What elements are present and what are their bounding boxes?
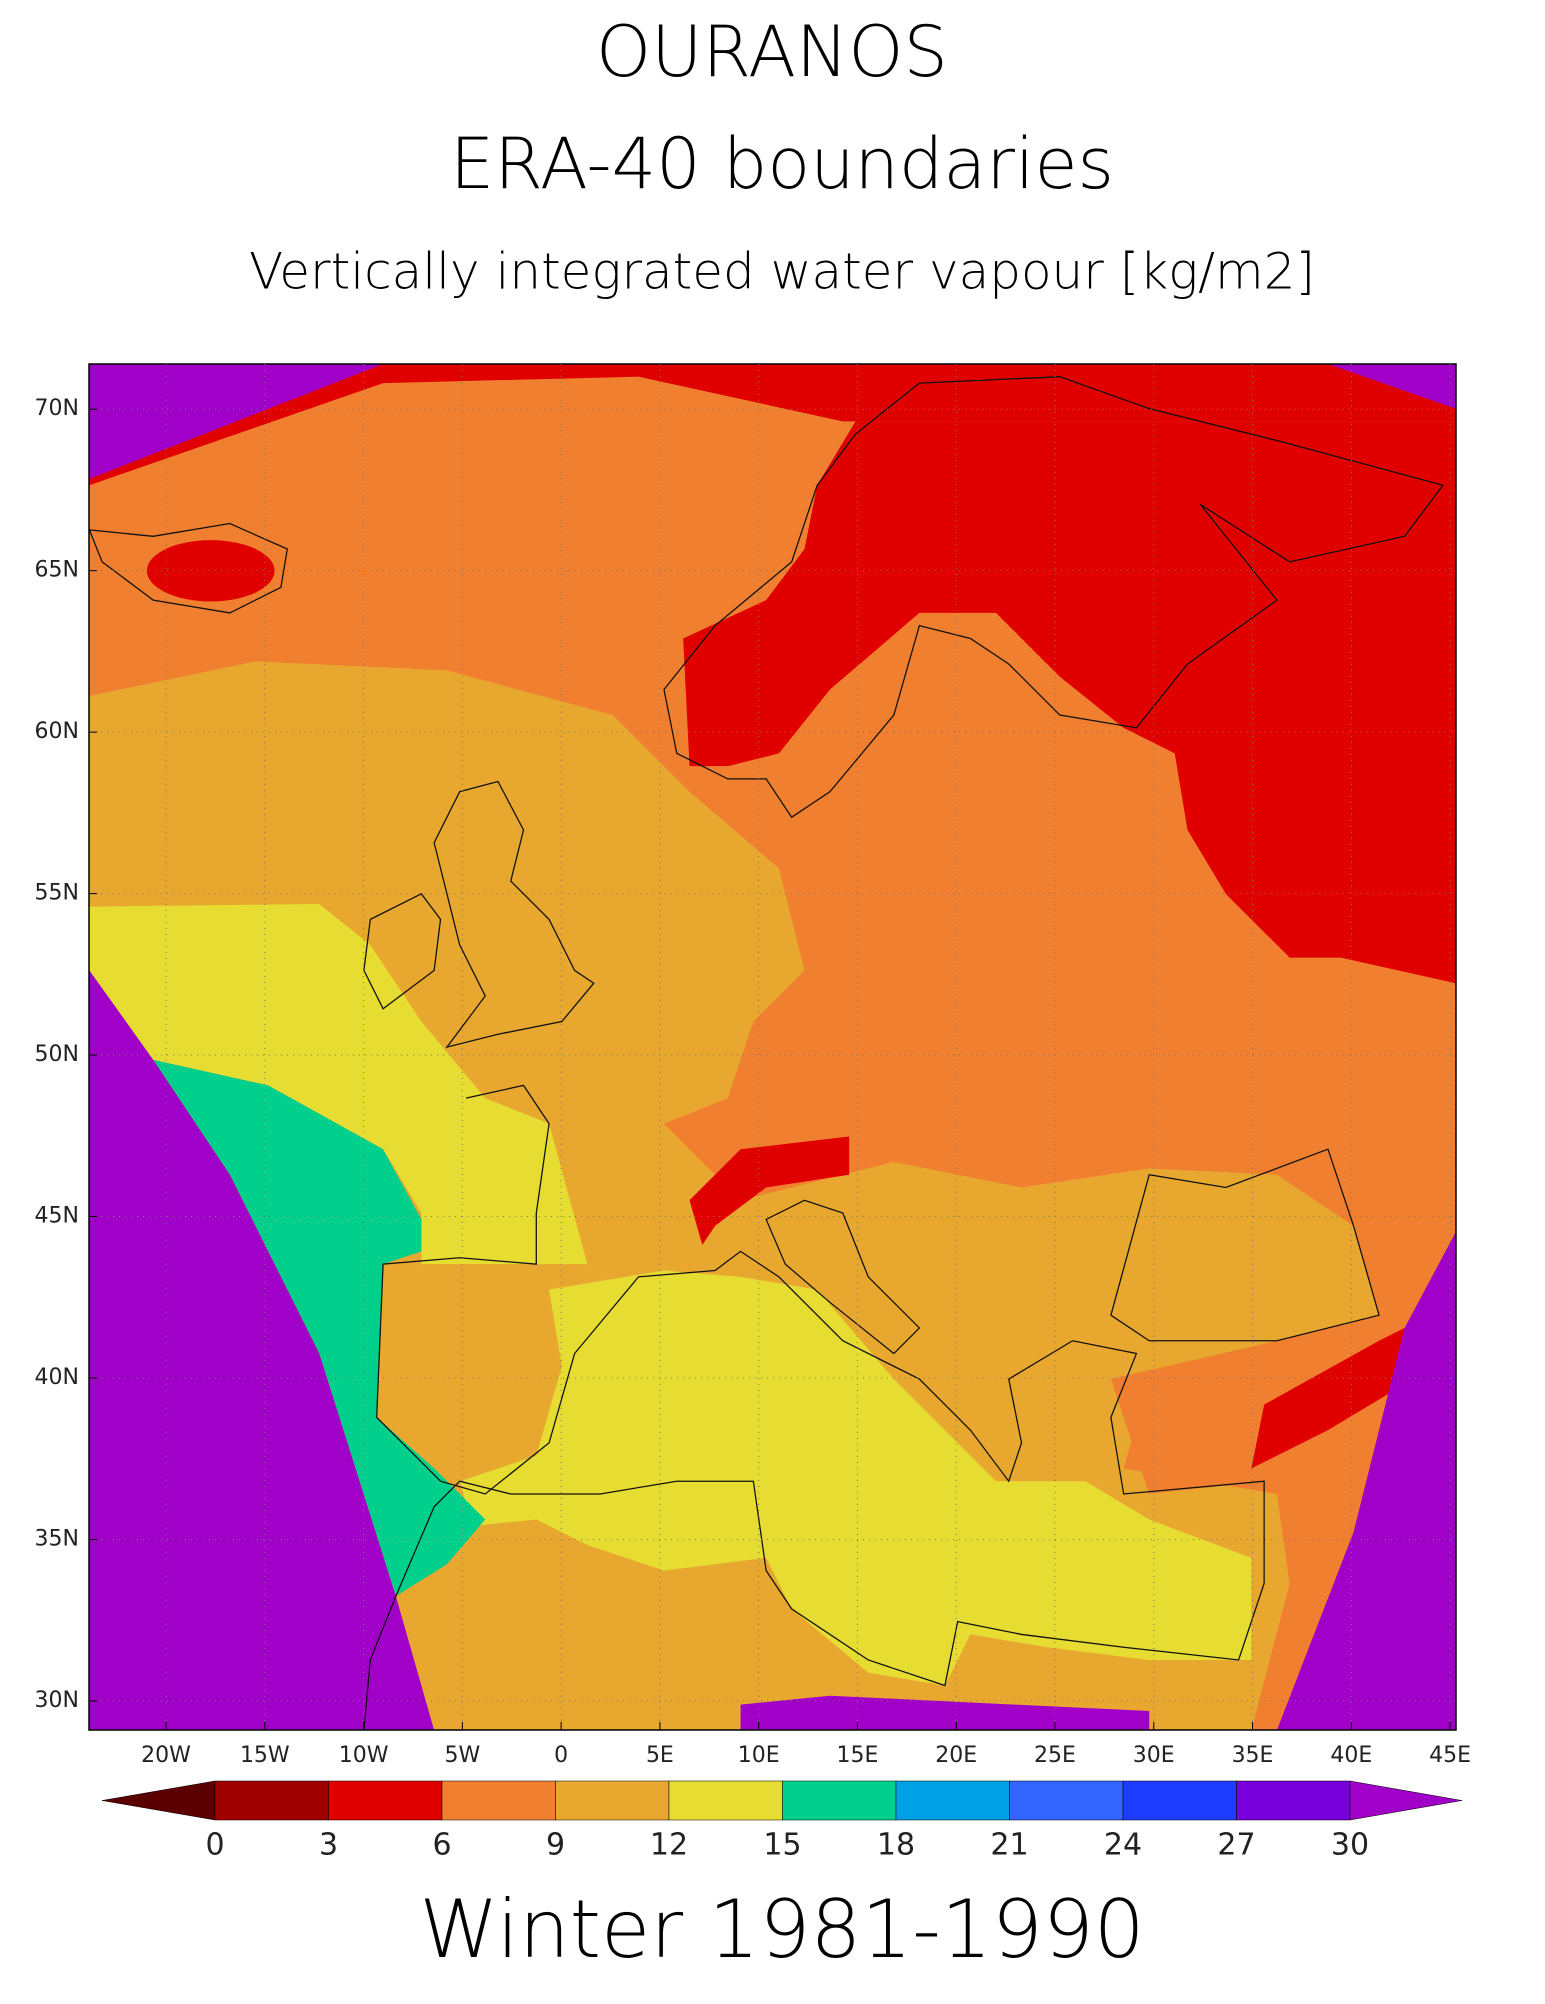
y-tick-label: 30N bbox=[35, 1688, 79, 1713]
colorbar-box bbox=[1236, 1780, 1351, 1821]
colorbar-label: 6 bbox=[432, 1828, 451, 1863]
colorbar-box bbox=[328, 1780, 443, 1821]
x-tick-label: 5W bbox=[444, 1743, 480, 1768]
colorbar-label: 3 bbox=[319, 1828, 338, 1863]
field-region bbox=[89, 904, 588, 1265]
map bbox=[89, 364, 1456, 1730]
field-region bbox=[1276, 1232, 1456, 1730]
x-tick-label: 35E bbox=[1232, 1743, 1274, 1768]
plot-frame bbox=[88, 363, 1457, 1731]
subtitle: ERA-40 boundaries bbox=[450, 123, 1114, 205]
colorbar-label: 9 bbox=[546, 1828, 565, 1863]
x-tick-label: 0 bbox=[554, 1743, 568, 1768]
x-tick-label: 10E bbox=[738, 1743, 780, 1768]
colorbar: 0 3 6 9 12 15 18 21 24 27 30 bbox=[101, 1780, 1463, 1863]
annotation: Winter 1981-1990 bbox=[419, 1883, 1144, 1976]
y-tick-label: 35N bbox=[35, 1526, 79, 1551]
axes: 20W 15W 10W 5W 0 5E 10E 15E 20E 25E 30E 35E 40E 45E 30… bbox=[35, 364, 1471, 1768]
colorbar-label: 0 bbox=[205, 1828, 224, 1863]
x-tick-label: 40E bbox=[1330, 1743, 1372, 1768]
y-tick-label: 40N bbox=[35, 1365, 79, 1390]
x-tick-label: 10W bbox=[339, 1743, 389, 1768]
y-tick-label: 50N bbox=[35, 1042, 79, 1067]
colorbar-box bbox=[1009, 1780, 1124, 1821]
x-tick-label: 5E bbox=[646, 1743, 674, 1768]
y-tick-label: 70N bbox=[35, 396, 79, 421]
field-region bbox=[89, 970, 435, 1730]
colorbar-label: 27 bbox=[1217, 1828, 1255, 1863]
colorbar-box bbox=[555, 1780, 670, 1821]
colorbar-extension bbox=[101, 1780, 216, 1821]
colorbar-box bbox=[441, 1780, 556, 1821]
y-tick-label: 45N bbox=[35, 1204, 79, 1229]
x-tick-label: 30E bbox=[1133, 1743, 1175, 1768]
colorbar-label: 15 bbox=[763, 1828, 801, 1863]
x-tick-label: 15W bbox=[240, 1743, 290, 1768]
field-region bbox=[740, 1695, 1150, 1730]
colorbar-label: 30 bbox=[1331, 1828, 1369, 1863]
colorbar-box bbox=[1122, 1780, 1237, 1821]
y-tick-label: 55N bbox=[35, 881, 79, 906]
colorbar-box bbox=[895, 1780, 1010, 1821]
colorbar-box bbox=[214, 1780, 329, 1821]
x-tick-label: 20W bbox=[141, 1743, 191, 1768]
field-region bbox=[683, 421, 1456, 984]
colorbar-label: 21 bbox=[990, 1828, 1028, 1863]
field-region bbox=[89, 364, 1456, 486]
y-tick-label: 60N bbox=[35, 719, 79, 744]
colorbar-label: 24 bbox=[1104, 1828, 1142, 1863]
colorbar-extension bbox=[1349, 1780, 1463, 1821]
field-region bbox=[459, 1270, 1252, 1686]
colorbar-box bbox=[668, 1780, 783, 1821]
x-tick-label: 15E bbox=[836, 1743, 878, 1768]
field-region bbox=[689, 1136, 850, 1245]
colorbar-label: 18 bbox=[877, 1828, 915, 1863]
title: OURANOS bbox=[596, 11, 948, 93]
field-region bbox=[1251, 1327, 1405, 1469]
subtitle: Vertically integrated water vapour [kg/m… bbox=[249, 243, 1315, 301]
y-tick-label: 65N bbox=[35, 558, 79, 583]
x-tick-label: 25E bbox=[1034, 1743, 1076, 1768]
x-tick-label: 20E bbox=[935, 1743, 977, 1768]
x-tick-label: 45E bbox=[1429, 1743, 1471, 1768]
field-region bbox=[153, 1059, 486, 1597]
colorbar-box bbox=[782, 1780, 897, 1821]
field-region bbox=[89, 364, 383, 479]
colorbar-label: 12 bbox=[650, 1828, 688, 1863]
field-region bbox=[146, 540, 275, 602]
